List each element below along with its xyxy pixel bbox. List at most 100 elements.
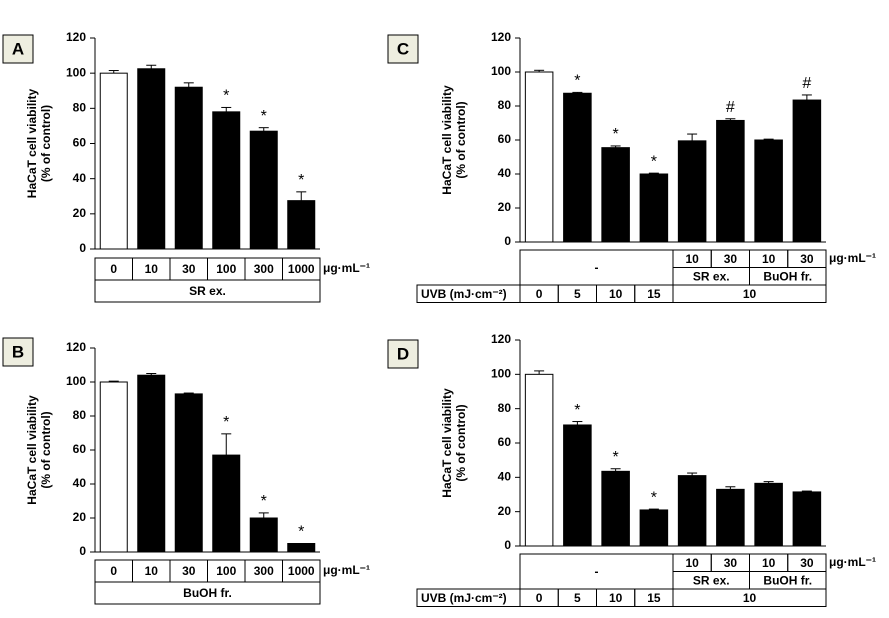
bar	[174, 393, 203, 553]
table-cell-text: 10	[762, 252, 776, 266]
panel-label-box	[2, 34, 34, 64]
table-cell-text: 30	[724, 556, 738, 570]
y-tick-label: 0	[79, 241, 86, 255]
table-cell-text: 10	[762, 556, 776, 570]
bar	[716, 488, 745, 547]
y-tick-label: 20	[498, 504, 512, 518]
unit-label: μg·mL⁻¹	[323, 563, 370, 577]
table-row-label: UVB (mJ·cm⁻²)	[421, 591, 507, 605]
y-tick-label: 0	[504, 234, 511, 248]
bar	[137, 68, 166, 250]
panel-label-box	[387, 339, 419, 369]
significance-marker: *	[223, 414, 229, 431]
bar	[639, 173, 669, 243]
table-cell-text: 10	[743, 591, 757, 605]
table-cell	[672, 588, 827, 607]
table-cell-text: SR ex.	[189, 284, 226, 298]
panel-label-box	[2, 337, 34, 367]
bar	[249, 517, 278, 553]
table-cell-text: 10	[145, 564, 159, 578]
y-tick-label: 60	[498, 435, 512, 449]
table-cell-text: SR ex.	[693, 269, 730, 283]
y-tick-label: 80	[498, 98, 512, 112]
y-axis-label: (% of control)	[454, 404, 468, 481]
bar	[212, 454, 241, 553]
bar	[249, 130, 278, 250]
table-cell-text: 1000	[288, 564, 315, 578]
bar	[212, 111, 241, 250]
table-cell-text: 10	[145, 262, 159, 276]
table-cell-text: 30	[182, 262, 196, 276]
table-cell-text: 10	[743, 287, 757, 301]
bar	[677, 140, 707, 243]
bar	[792, 491, 822, 547]
y-tick-label: 80	[498, 401, 512, 415]
table-cell-text: 10	[685, 252, 699, 266]
table-cell-text: SR ex.	[693, 573, 730, 587]
table-cell-text: 30	[182, 564, 196, 578]
bar	[524, 71, 554, 243]
y-axis-label: HaCaT cell viability	[25, 395, 39, 505]
y-tick-label: 120	[66, 30, 86, 44]
bar	[524, 373, 554, 547]
y-tick-label: 100	[66, 374, 86, 388]
table-cell-text: 30	[800, 252, 814, 266]
unit-label: μg·mL⁻¹	[829, 555, 876, 569]
table-cell-text: BuOH fr.	[763, 269, 812, 283]
y-tick-label: 120	[491, 30, 511, 44]
bar	[754, 482, 783, 547]
y-tick-label: 20	[73, 206, 87, 220]
significance-marker: #	[802, 75, 811, 92]
table-cell-text: 100	[216, 564, 236, 578]
y-axis-label: HaCaT cell viability	[440, 388, 454, 498]
significance-marker: *	[223, 88, 229, 105]
y-tick-label: 120	[491, 332, 511, 346]
y-tick-label: 60	[498, 132, 512, 146]
bar	[639, 509, 669, 547]
bar	[287, 200, 316, 250]
table-cell-text: 30	[724, 252, 738, 266]
table-cell-text: 0	[536, 287, 543, 301]
table-cell-text: 1000	[288, 262, 315, 276]
table-row-label: UVB (mJ·cm⁻²)	[421, 287, 507, 301]
y-tick-label: 100	[491, 367, 511, 381]
bar	[716, 119, 745, 243]
bar	[792, 99, 822, 243]
table-cell-text: 100	[216, 262, 236, 276]
y-tick-label: 20	[73, 510, 87, 524]
table-cell-text: 0	[110, 564, 117, 578]
y-tick-label: 80	[73, 408, 87, 422]
y-tick-label: 100	[66, 65, 86, 79]
significance-marker: *	[298, 172, 304, 189]
y-tick-label: 0	[504, 538, 511, 552]
table-cell-text: 30	[800, 556, 814, 570]
bar	[677, 475, 707, 547]
table-cell-text: 300	[254, 262, 274, 276]
significance-marker: *	[574, 402, 580, 419]
bar	[601, 147, 630, 243]
bar	[563, 424, 592, 547]
unit-label: μg·mL⁻¹	[829, 251, 876, 265]
table-cell-text: 0	[110, 262, 117, 276]
y-tick-label: 40	[498, 166, 512, 180]
significance-marker: *	[261, 493, 267, 510]
table-cell	[94, 581, 321, 605]
table-cell-text: 10	[609, 287, 623, 301]
bar	[287, 543, 316, 553]
y-tick-label: 120	[66, 340, 86, 354]
significance-marker: #	[726, 99, 735, 116]
panel-label-box	[387, 34, 419, 64]
y-tick-label: 40	[498, 470, 512, 484]
bar	[174, 86, 203, 250]
unit-label: μg·mL⁻¹	[323, 261, 370, 275]
y-tick-label: 100	[491, 64, 511, 78]
y-tick-label: 0	[79, 544, 86, 558]
y-tick-label: 40	[73, 476, 87, 490]
panel-label: B	[12, 342, 24, 361]
table-cell-text: BuOH fr.	[763, 573, 812, 587]
table-cell-text: 300	[254, 564, 274, 578]
table-cell-text: BuOH fr.	[183, 586, 232, 600]
y-tick-label: 80	[73, 101, 87, 115]
y-axis-label: HaCaT cell viability	[440, 85, 454, 195]
